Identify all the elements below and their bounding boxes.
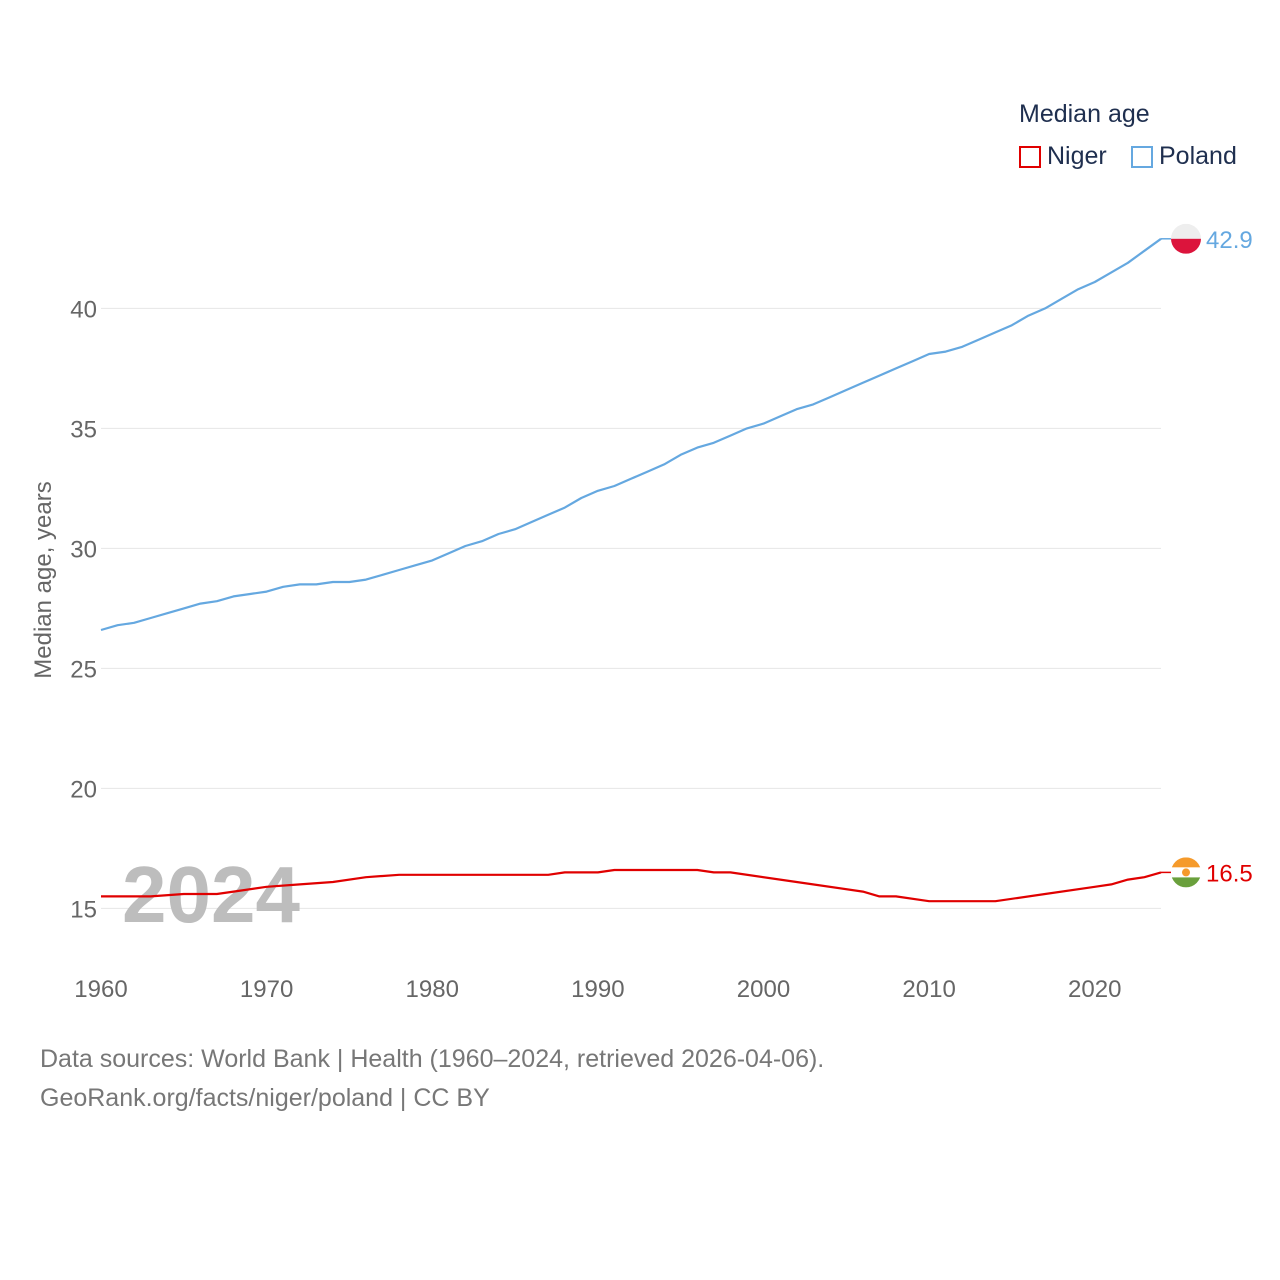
x-tick-labels: 1960 1970 1980 1990 2000 2010 2020 bbox=[74, 976, 1121, 1003]
y-tick-25: 25 bbox=[70, 656, 97, 683]
legend-label-niger: Niger bbox=[1047, 142, 1107, 170]
legend-item-niger[interactable]: Niger bbox=[1019, 142, 1107, 171]
poland-flag-icon bbox=[1171, 223, 1201, 254]
series-end-markers: 16.5 42.9 bbox=[1161, 223, 1253, 888]
legend-swatch-poland bbox=[1131, 145, 1153, 168]
niger-flag-icon bbox=[1171, 857, 1201, 888]
x-tick-1970: 1970 bbox=[240, 976, 293, 1003]
end-value-niger: 16.5 bbox=[1206, 860, 1253, 887]
y-tick-40: 40 bbox=[70, 296, 97, 323]
x-tick-1980: 1980 bbox=[406, 976, 459, 1003]
y-tick-35: 35 bbox=[70, 416, 97, 443]
y-axis-label: Median age, years bbox=[30, 481, 57, 678]
grid-lines bbox=[101, 307, 1161, 909]
x-tick-1990: 1990 bbox=[571, 976, 624, 1003]
y-tick-20: 20 bbox=[70, 776, 97, 803]
y-tick-30: 30 bbox=[70, 536, 97, 563]
source-link[interactable]: GeoRank.org/facts/niger/poland | CC BY bbox=[40, 1084, 490, 1112]
x-tick-2000: 2000 bbox=[737, 976, 790, 1003]
y-tick-15: 15 bbox=[70, 896, 97, 923]
x-tick-2010: 2010 bbox=[902, 976, 955, 1003]
series-lines bbox=[100, 237, 1162, 903]
legend-title: Median age bbox=[1019, 100, 1150, 128]
legend-item-poland[interactable]: Poland bbox=[1131, 142, 1237, 171]
series-line-poland bbox=[100, 237, 1162, 632]
end-value-poland: 42.9 bbox=[1206, 227, 1253, 254]
x-tick-1960: 1960 bbox=[74, 976, 127, 1003]
x-tick-2020: 2020 bbox=[1068, 976, 1121, 1003]
source-line: Data sources: World Bank | Health (1960–… bbox=[40, 1045, 825, 1073]
y-tick-labels: 15 20 25 30 35 40 bbox=[70, 296, 97, 923]
series-line-niger bbox=[101, 868, 1162, 903]
legend-label-poland: Poland bbox=[1159, 142, 1237, 170]
legend-swatch-niger bbox=[1019, 145, 1041, 168]
